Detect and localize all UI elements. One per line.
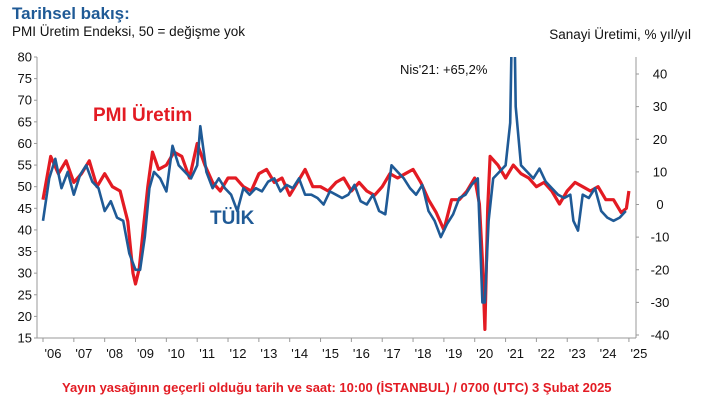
right-tick-label: 40 bbox=[653, 67, 667, 82]
right-axis-ticks: -40 -30 -20 -10 0 10 20 30 40 bbox=[636, 67, 669, 343]
x-tick-label: '17 bbox=[384, 346, 401, 361]
left-tick-label: 45 bbox=[18, 201, 32, 216]
left-tick-label: 20 bbox=[18, 309, 32, 324]
right-tick-label: -20 bbox=[651, 262, 670, 277]
x-tick-label: '10 bbox=[168, 346, 185, 361]
left-tick-label: 60 bbox=[18, 136, 32, 151]
left-tick-label: 30 bbox=[18, 266, 32, 281]
embargo-footer: Yayın yasağının geçerli olduğu tarih ve … bbox=[62, 380, 612, 395]
left-tick-label: 25 bbox=[18, 287, 32, 302]
pmi-series-label: PMI Üretim bbox=[93, 105, 192, 126]
right-tick-label: -30 bbox=[651, 295, 670, 310]
right-tick-label: 30 bbox=[653, 99, 667, 114]
left-tick-label: 80 bbox=[18, 50, 32, 65]
x-tick-label: '16 bbox=[353, 346, 370, 361]
pmi-series-line bbox=[41, 141, 631, 331]
left-tick-label: 55 bbox=[18, 158, 32, 173]
right-tick-label: 10 bbox=[653, 164, 667, 179]
x-tick-label: '07 bbox=[75, 346, 92, 361]
left-axis-ticks: 15 20 25 30 35 40 45 50 55 60 65 70 75 80 bbox=[18, 50, 37, 346]
x-tick-label: '23 bbox=[569, 346, 586, 361]
x-axis-ticks: '06 '07 '08 '09 '10 '11 '12 '13 '14 '15 '16 '17 '18 '… bbox=[42, 338, 647, 361]
tuik-series-line bbox=[41, 57, 627, 304]
x-tick-label: '21 bbox=[507, 346, 524, 361]
x-tick-label: '15 bbox=[322, 346, 339, 361]
left-tick-label: 50 bbox=[18, 179, 32, 194]
annotation-label: Nis'21: +65,2% bbox=[400, 62, 488, 77]
right-tick-label: 0 bbox=[656, 197, 663, 212]
right-tick-label: 20 bbox=[653, 132, 667, 147]
x-tick-label: '13 bbox=[260, 346, 277, 361]
left-tick-label: 65 bbox=[18, 114, 32, 129]
left-tick-label: 70 bbox=[18, 93, 32, 108]
left-axis-title: PMI Üretim Endeksi, 50 = değişme yok bbox=[12, 24, 245, 39]
x-tick-label: '24 bbox=[600, 346, 617, 361]
x-tick-label: '22 bbox=[538, 346, 555, 361]
tuik-series-label: TÜİK bbox=[210, 208, 255, 229]
x-tick-label: '18 bbox=[415, 346, 432, 361]
x-tick-label: '20 bbox=[476, 346, 493, 361]
left-tick-label: 15 bbox=[18, 331, 32, 346]
x-tick-label: '12 bbox=[230, 346, 247, 361]
x-tick-label: '06 bbox=[45, 346, 62, 361]
right-tick-label: -40 bbox=[651, 328, 670, 343]
series-layer bbox=[41, 57, 631, 331]
x-tick-label: '14 bbox=[291, 346, 308, 361]
left-tick-label: 35 bbox=[18, 244, 32, 259]
x-tick-label: '25 bbox=[630, 346, 647, 361]
left-tick-label: 75 bbox=[18, 71, 32, 86]
chart-title: Tarihsel bakış: bbox=[12, 4, 130, 23]
right-tick-label: -10 bbox=[651, 230, 670, 245]
left-tick-label: 40 bbox=[18, 222, 32, 237]
x-tick-label: '11 bbox=[199, 346, 215, 361]
x-tick-label: '19 bbox=[445, 346, 462, 361]
x-tick-label: '08 bbox=[106, 346, 123, 361]
x-tick-label: '09 bbox=[137, 346, 154, 361]
right-axis-title: Sanayi Üretimi, % yıl/yıl bbox=[549, 27, 691, 42]
